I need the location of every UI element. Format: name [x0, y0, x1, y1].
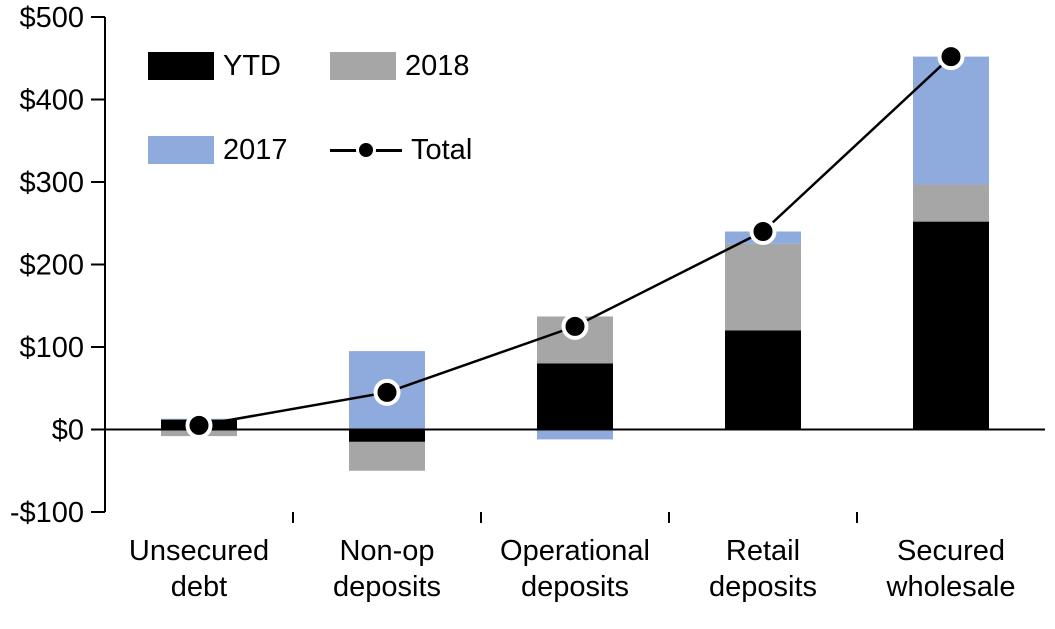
legend-label-total: Total [411, 134, 473, 166]
y-tick-label: $500 [19, 2, 84, 34]
legend-label-ytd: YTD [223, 50, 281, 82]
y-tick-label: $400 [19, 85, 84, 117]
total-marker [185, 411, 213, 439]
total-marker [749, 218, 777, 245]
legend-swatch-2017 [148, 136, 214, 164]
legend-item-total: Total [330, 134, 473, 166]
total-marker [561, 312, 589, 340]
legend-item-2017: 2017 [148, 134, 330, 166]
x-axis-label: Non-op deposits [333, 535, 441, 603]
x-axis-label: Unsecured debt [129, 535, 269, 603]
bar-segment-2017 [913, 56, 989, 185]
bar-segment-2017 [537, 429, 613, 440]
chart-legend: YTD 2018 2017 Total [148, 50, 473, 166]
x-axis-label: Secured wholesale [886, 535, 1016, 603]
x-axis-label: Retail deposits [709, 535, 817, 603]
legend-item-2018: 2018 [330, 50, 472, 82]
y-tick-label: $300 [19, 167, 84, 199]
legend-marker-dot [356, 140, 376, 160]
y-tick-label: $200 [19, 250, 84, 282]
y-tick-label: $0 [52, 415, 84, 447]
bar-segment-2018 [913, 184, 989, 222]
legend-line-marker-icon [330, 136, 402, 164]
y-tick-label: -$100 [10, 497, 84, 529]
total-marker [937, 43, 965, 71]
bar-segment-2018 [349, 441, 425, 471]
bar-segment-2018 [725, 243, 801, 331]
x-axis-label: Operational deposits [500, 535, 650, 603]
legend-label-2018: 2018 [405, 50, 470, 82]
legend-label-2017: 2017 [223, 134, 288, 166]
legend-swatch-ytd [148, 52, 214, 80]
bar-segment-ytd [725, 330, 801, 430]
bar-segment-ytd [913, 221, 989, 430]
total-marker [373, 378, 401, 406]
y-tick-label: $100 [19, 332, 84, 364]
bar-segment-ytd [537, 363, 613, 430]
legend-item-ytd: YTD [148, 50, 330, 82]
legend-swatch-2018 [330, 52, 396, 80]
bar-segment-ytd [349, 429, 425, 442]
